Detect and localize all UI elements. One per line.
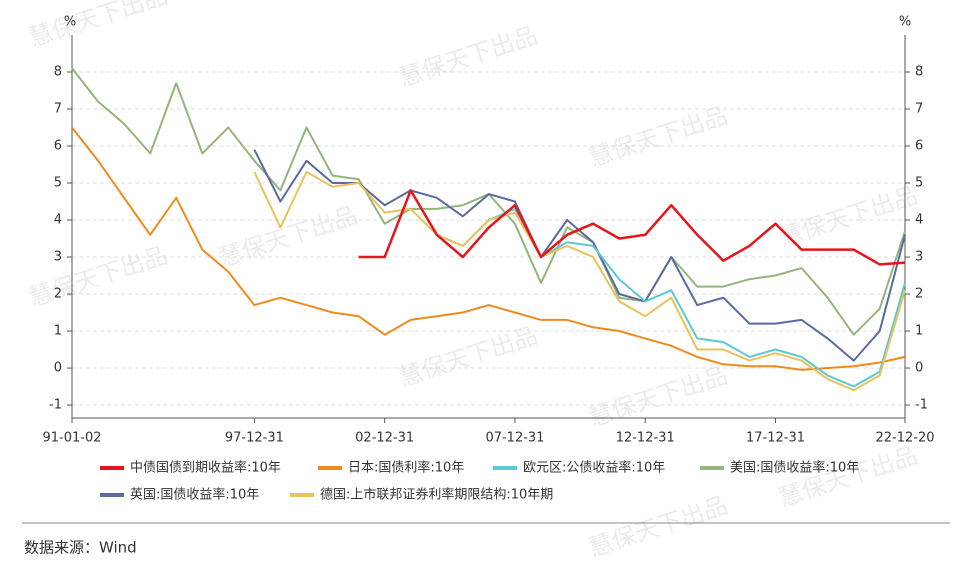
x-tick-label: 91-01-02 <box>42 431 101 446</box>
y2-tick-label: 5 <box>915 176 923 191</box>
watermark: 慧保天下出品 <box>585 101 731 172</box>
watermark: 慧保天下出品 <box>25 0 171 52</box>
y2-tick-label: 4 <box>915 213 923 228</box>
y2-tick-label: 0 <box>915 361 923 376</box>
watermark: 慧保天下出品 <box>585 361 731 432</box>
series-line <box>253 170 906 392</box>
y-tick-label: 5 <box>54 176 62 191</box>
y-tick-label: 4 <box>54 213 62 228</box>
legend-label: 英国:国债收益率:10年 <box>130 487 259 503</box>
x-tick-label: 22-12-20 <box>875 431 934 446</box>
series-line <box>253 149 906 362</box>
y2-tick-label: 2 <box>915 287 923 302</box>
series-line <box>71 126 906 371</box>
legend-label: 德国:上市联邦证券利率期限结构:10年期 <box>320 487 553 503</box>
y-axis-label: % <box>64 15 76 30</box>
y-tick-label: 0 <box>54 361 62 376</box>
x-tick-label: 97-12-31 <box>225 431 284 446</box>
series-line <box>436 207 906 388</box>
legend-label: 日本:国债利率:10年 <box>348 460 464 476</box>
watermark: 慧保天下出品 <box>395 321 541 392</box>
series-line <box>71 67 906 336</box>
y-tick-label: 1 <box>54 324 62 339</box>
legend-label: 美国:国债收益率:10年 <box>730 460 859 476</box>
y2-tick-label: 8 <box>915 65 923 80</box>
y-tick-label: 8 <box>54 65 62 80</box>
watermark: 慧保天下出品 <box>775 441 921 512</box>
x-tick-label: 17-12-31 <box>746 431 805 446</box>
watermark: 慧保天下出品 <box>395 21 541 92</box>
y2-tick-label: 3 <box>915 250 923 265</box>
y2-tick-label: 1 <box>915 324 923 339</box>
legend-label: 欧元区:公债收益率:10年 <box>523 460 665 476</box>
source: 数据来源：Wind <box>24 539 137 557</box>
watermark: 慧保天下出品 <box>25 241 171 312</box>
y-tick-label: 2 <box>54 287 62 302</box>
x-tick-label: 02-12-31 <box>355 431 414 446</box>
series-line <box>358 189 906 266</box>
legend-label: 中债国债到期收益率:10年 <box>130 460 281 476</box>
y2-tick-label: -1 <box>915 398 928 413</box>
y-tick-label: 3 <box>54 250 62 265</box>
watermark: 慧保天下出品 <box>775 181 921 252</box>
x-tick-label: 12-12-31 <box>616 431 675 446</box>
watermark: 慧保天下出品 <box>585 491 731 562</box>
x-tick-label: 07-12-31 <box>485 431 544 446</box>
y2-axis-label: % <box>899 15 911 30</box>
y2-tick-label: 7 <box>915 102 923 117</box>
y-tick-label: -1 <box>49 398 62 413</box>
y-tick-label: 7 <box>54 102 62 117</box>
y2-tick-label: 6 <box>915 139 923 154</box>
y-tick-label: 6 <box>54 139 62 154</box>
